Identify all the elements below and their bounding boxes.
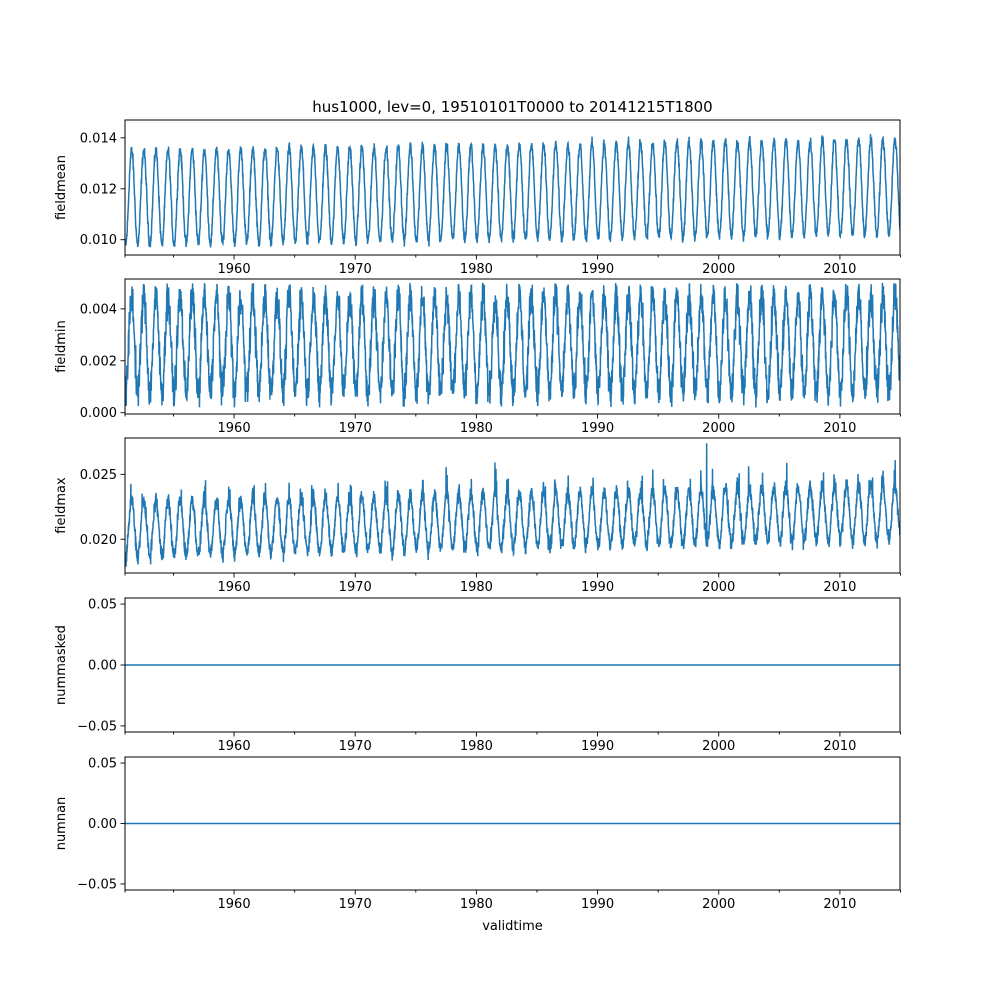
x-tick-label: 1970	[339, 739, 372, 754]
y-tick-label: 0.05	[88, 757, 117, 772]
x-tick-label: 1990	[581, 580, 614, 595]
y-axis-label-fieldmin: fieldmin	[54, 320, 69, 373]
x-tick-label: 1990	[581, 421, 614, 436]
panels: 1960 1970 1980 1990 2000 2010 0.010 0.012 0.014 f…	[54, 119, 901, 912]
x-tick-label: 1990	[581, 739, 614, 754]
x-tick-label: 2010	[823, 580, 856, 595]
x-tick-label: 1960	[218, 421, 251, 436]
y-tick-label: 0.000	[80, 406, 117, 421]
x-tick-label: 2000	[702, 580, 735, 595]
x-tick-label: 1960	[218, 739, 251, 754]
x-axis-label: validtime	[482, 919, 543, 934]
x-tick-label: 1970	[339, 897, 372, 912]
y-axis-label-fieldmax: fieldmax	[54, 477, 69, 534]
axes-frame-fieldmean	[124, 119, 901, 256]
x-tick-label: 2010	[823, 421, 856, 436]
x-tick-label: 1960	[218, 262, 251, 277]
x-tick-label: 1980	[460, 262, 493, 277]
y-tick-label: 0.05	[88, 598, 117, 613]
y-tick-label: 0.010	[80, 233, 117, 248]
panel-fieldmin: 1960 1970 1980 1990 2000 2010 0.000 0.002 0.004 f…	[54, 278, 901, 436]
y-axis-label-fieldmean: fieldmean	[54, 155, 69, 220]
panel-numnan: 1960 1970 1980 1990 2000 2010 0.05 0.00 −0.05 num…	[54, 756, 901, 912]
x-tick-label: 2000	[702, 262, 735, 277]
panel-nummasked: 1960 1970 1980 1990 2000 2010 0.05 0.00 −0.05 num…	[54, 597, 901, 754]
y-tick-label: 0.00	[88, 817, 117, 832]
x-tick-label: 1990	[581, 897, 614, 912]
y-tick-label: 0.014	[80, 131, 117, 146]
x-tick-label: 1960	[218, 897, 251, 912]
x-tick-label: 1980	[460, 421, 493, 436]
series-line-fieldmax	[125, 443, 900, 567]
x-tick-label: 1970	[339, 580, 372, 595]
x-tick-label: 1980	[460, 739, 493, 754]
x-tick-label: 2000	[702, 739, 735, 754]
x-tick-label: 1990	[581, 262, 614, 277]
x-tick-label: 2000	[702, 897, 735, 912]
axes-frame-fieldmin	[124, 278, 901, 415]
y-tick-label: 0.020	[80, 533, 117, 548]
x-tick-label: 1960	[218, 580, 251, 595]
panel-fieldmax: 1960 1970 1980 1990 2000 2010 0.020 0.025 fieldm…	[54, 437, 901, 595]
series-line-fieldmean	[125, 134, 900, 248]
y-tick-label: −0.05	[77, 719, 117, 734]
x-tick-label: 2000	[702, 421, 735, 436]
y-tick-label: 0.004	[80, 302, 117, 317]
y-tick-label: 0.00	[88, 659, 117, 674]
y-tick-label: −0.05	[77, 877, 117, 892]
x-tick-label: 1970	[339, 421, 372, 436]
x-tick-label: 1970	[339, 262, 372, 277]
y-tick-label: 0.012	[80, 182, 117, 197]
y-tick-label: 0.025	[80, 468, 117, 483]
x-tick-label: 1980	[460, 580, 493, 595]
y-axis-label-numnan: numnan	[54, 797, 69, 851]
series-line-fieldmin	[125, 282, 900, 408]
x-tick-label: 2010	[823, 739, 856, 754]
x-tick-label: 2010	[823, 262, 856, 277]
panel-fieldmean: 1960 1970 1980 1990 2000 2010 0.010 0.012 0.014 f…	[54, 119, 901, 277]
x-tick-label: 2010	[823, 897, 856, 912]
chart-title: hus1000, lev=0, 19510101T0000 to 2014121…	[312, 98, 712, 116]
axes-frame-fieldmax	[124, 437, 901, 574]
y-axis-label-nummasked: nummasked	[54, 625, 69, 705]
x-tick-label: 1980	[460, 897, 493, 912]
y-tick-label: 0.002	[80, 354, 117, 369]
